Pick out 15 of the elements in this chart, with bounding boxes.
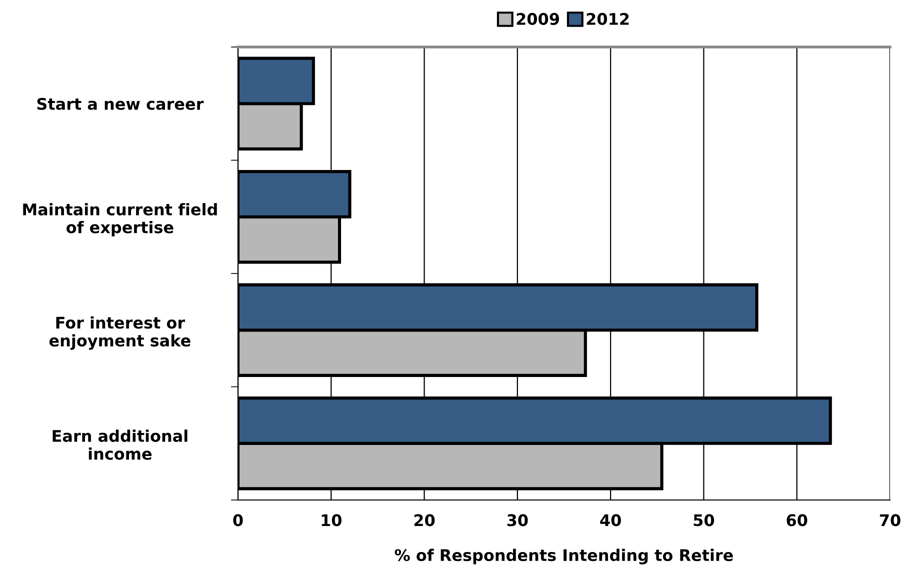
x-tick-label: 0 — [233, 514, 243, 526]
x-tick-label: 20 — [414, 514, 435, 526]
x-tick-label: 50 — [694, 514, 714, 526]
legend-label: 2009 — [516, 12, 559, 25]
y-tick-label: Maintain current field of expertise — [23, 203, 217, 236]
x-axis-title: % of Respondents Intending to Retire — [394, 548, 733, 564]
y-tick-label: Earn additional income — [52, 430, 188, 460]
legend-label: 2012 — [586, 12, 629, 25]
x-tick-label: 40 — [600, 514, 621, 526]
x-tick-label: 60 — [786, 514, 808, 526]
x-tick-label: 30 — [507, 514, 528, 526]
y-tick-label: For interest or enjoyment sake — [49, 316, 190, 350]
x-tick-label: 70 — [880, 514, 900, 526]
x-tick-label: 10 — [322, 514, 342, 526]
y-tick-label: Start a new career — [37, 98, 204, 110]
